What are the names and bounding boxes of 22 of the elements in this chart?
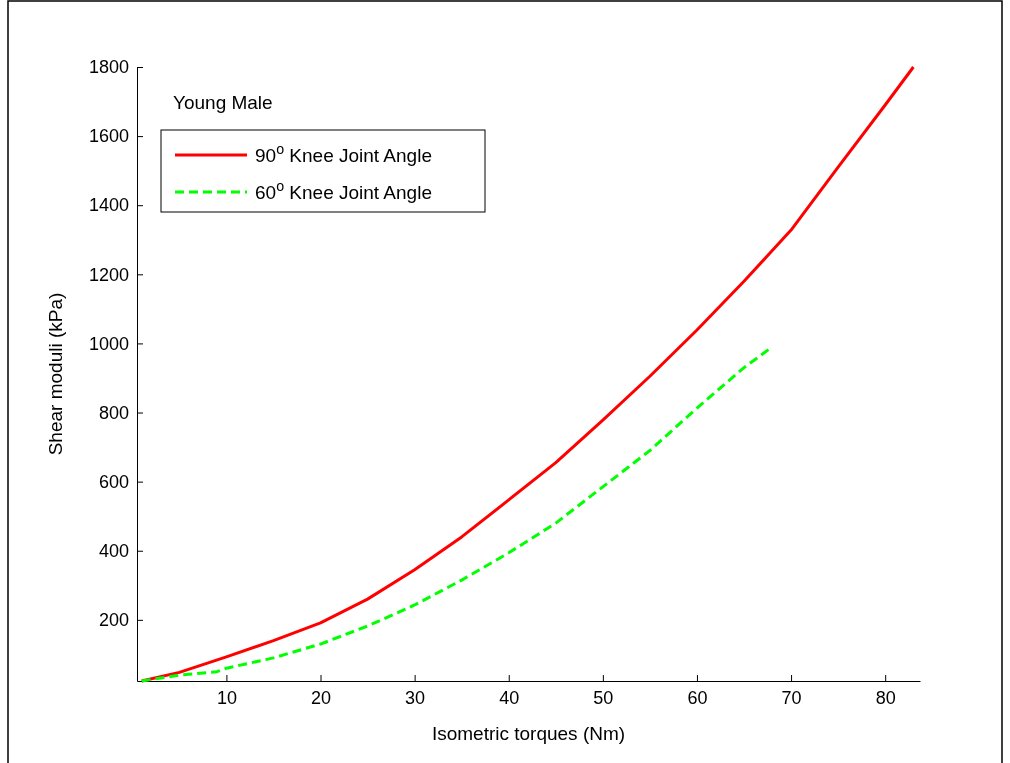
x-axis-title: Isometric torques (Nm) — [431, 723, 626, 744]
y-tick-label: 400 — [98, 541, 129, 561]
x-tick-label: 20 — [311, 687, 332, 708]
annotation: Young Male — [173, 92, 273, 113]
legend-label: 90$^{o}$ Knee Joint Angle — [255, 141, 432, 166]
y-tick-label: 1000 — [88, 333, 129, 354]
x-tick-label: 30 — [405, 687, 426, 708]
y-tick-label: 1200 — [88, 264, 129, 285]
y-tick-label: 1600 — [88, 126, 129, 147]
y-tick-label: 200 — [98, 610, 129, 631]
y-axis-title: Shear moduli (kPa) — [45, 292, 66, 456]
y-tick-label: 1800 — [88, 57, 129, 78]
x-tick-label: 40 — [499, 687, 520, 708]
legend-label: 60$^{o}$ Knee Joint Angle — [255, 178, 432, 203]
x-tick-label: 80 — [875, 687, 896, 708]
x-tick-label: 10 — [216, 687, 237, 708]
x-tick-label: 50 — [593, 687, 614, 708]
y-tick-label: 800 — [98, 402, 129, 423]
y-tick-label: 1400 — [88, 195, 129, 216]
x-tick-label: 60 — [687, 687, 708, 708]
y-tick-label: 600 — [98, 471, 129, 492]
x-tick-label: 70 — [781, 687, 802, 708]
